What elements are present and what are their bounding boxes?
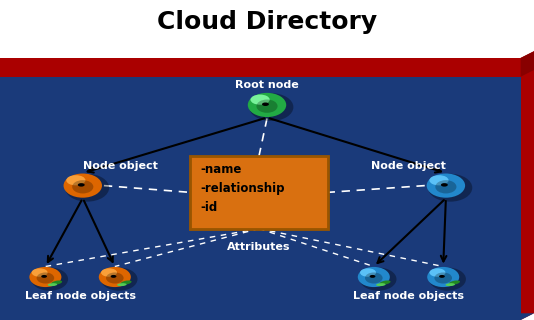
Ellipse shape (427, 173, 465, 198)
Ellipse shape (380, 280, 390, 285)
Text: Node object: Node object (371, 161, 446, 171)
Ellipse shape (31, 268, 68, 291)
Ellipse shape (99, 267, 131, 287)
Ellipse shape (111, 275, 116, 278)
Ellipse shape (360, 268, 376, 277)
Ellipse shape (117, 283, 127, 286)
Ellipse shape (41, 275, 47, 278)
Ellipse shape (365, 272, 382, 284)
Ellipse shape (101, 268, 117, 277)
Polygon shape (0, 313, 534, 320)
Ellipse shape (32, 268, 48, 277)
Ellipse shape (370, 275, 375, 278)
Ellipse shape (29, 267, 61, 287)
Polygon shape (521, 51, 534, 320)
Ellipse shape (360, 268, 396, 291)
Ellipse shape (48, 283, 57, 286)
Ellipse shape (262, 102, 269, 106)
Ellipse shape (429, 268, 466, 291)
Ellipse shape (64, 173, 102, 198)
Ellipse shape (441, 183, 448, 187)
Ellipse shape (427, 267, 459, 287)
Ellipse shape (435, 272, 452, 284)
Ellipse shape (358, 267, 390, 287)
Ellipse shape (65, 174, 109, 202)
Ellipse shape (72, 180, 93, 194)
Ellipse shape (256, 100, 278, 113)
Ellipse shape (100, 268, 138, 291)
Ellipse shape (36, 272, 54, 284)
Ellipse shape (435, 180, 457, 194)
Ellipse shape (248, 93, 286, 117)
Text: Leaf node objects: Leaf node objects (353, 291, 464, 301)
Polygon shape (0, 58, 521, 77)
Text: Attributes: Attributes (227, 242, 290, 252)
Text: -name
-relationship
-id: -name -relationship -id (200, 163, 285, 214)
Ellipse shape (445, 283, 455, 286)
Ellipse shape (376, 283, 386, 286)
Text: Cloud Directory: Cloud Directory (157, 10, 377, 34)
Ellipse shape (121, 280, 131, 285)
Ellipse shape (439, 275, 445, 278)
Text: Leaf node objects: Leaf node objects (25, 291, 136, 301)
Text: Root node: Root node (235, 80, 299, 91)
Text: Node object: Node object (83, 161, 158, 171)
Ellipse shape (78, 183, 85, 187)
Ellipse shape (51, 280, 62, 285)
Ellipse shape (429, 175, 449, 185)
Ellipse shape (449, 280, 460, 285)
Ellipse shape (249, 93, 293, 121)
Polygon shape (0, 58, 521, 320)
Ellipse shape (106, 272, 124, 284)
FancyBboxPatch shape (190, 156, 328, 228)
Ellipse shape (66, 175, 85, 185)
Ellipse shape (428, 174, 472, 202)
Ellipse shape (429, 268, 445, 277)
Polygon shape (521, 51, 534, 77)
Ellipse shape (250, 94, 270, 105)
